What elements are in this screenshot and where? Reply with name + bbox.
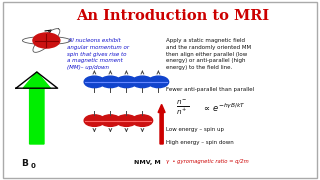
- Text: Apply a static magnetic field
and the randomly oriented MM
then align either par: Apply a static magnetic field and the ra…: [166, 38, 252, 70]
- Text: Fewer anti-parallel than parallel: Fewer anti-parallel than parallel: [166, 87, 254, 93]
- Circle shape: [84, 76, 105, 88]
- Text: γ  • gyromagnetic ratio = q/2m: γ • gyromagnetic ratio = q/2m: [166, 159, 249, 165]
- Circle shape: [84, 115, 105, 126]
- Text: $\mathbf{0}$: $\mathbf{0}$: [30, 161, 36, 170]
- Text: An Introduction to MRI: An Introduction to MRI: [76, 9, 269, 23]
- Circle shape: [116, 76, 137, 88]
- Circle shape: [100, 115, 121, 126]
- Text: $\propto\, e^{-h\gamma B/kT}$: $\propto\, e^{-h\gamma B/kT}$: [202, 102, 245, 114]
- FancyBboxPatch shape: [3, 2, 317, 178]
- Circle shape: [100, 76, 121, 88]
- FancyArrow shape: [158, 104, 165, 144]
- Text: NMV, M: NMV, M: [134, 160, 161, 165]
- Circle shape: [33, 33, 60, 48]
- Text: High energy – spin down: High energy – spin down: [166, 140, 234, 145]
- Circle shape: [132, 76, 153, 88]
- FancyArrow shape: [23, 72, 51, 144]
- Text: $\frac{n^-}{n^+}$: $\frac{n^-}{n^+}$: [176, 99, 189, 117]
- Circle shape: [132, 115, 153, 126]
- Circle shape: [116, 115, 137, 126]
- Circle shape: [148, 76, 169, 88]
- Text: $\mathbf{B}$: $\mathbf{B}$: [21, 157, 30, 168]
- Text: Low energy – spin up: Low energy – spin up: [166, 127, 224, 132]
- Text: All nucleons exhibit
angular momentum or
spin that gives rise to
a magnetic mome: All nucleons exhibit angular momentum or…: [67, 38, 129, 70]
